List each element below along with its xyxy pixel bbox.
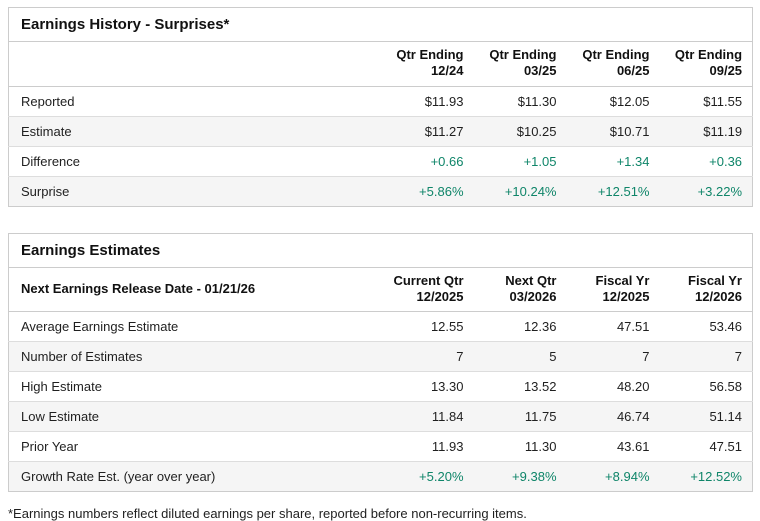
table-gap	[8, 207, 752, 233]
cell-value: $11.93	[424, 93, 464, 109]
table-row: Prior Year 11.93 11.30 43.61 47.51	[8, 431, 753, 462]
cell-value: 12.36	[523, 319, 557, 334]
column-header: Qtr Ending 06/25	[566, 41, 660, 87]
column-header: Qtr Ending 12/24	[380, 41, 474, 87]
column-header: Next Qtr 03/2026	[473, 267, 567, 312]
cell-value: 13.30	[430, 379, 464, 394]
row-label: Growth Rate Est. (year over year)	[21, 469, 216, 484]
cell-value: 13.52	[523, 379, 557, 394]
table-row: Growth Rate Est. (year over year) +5.20%…	[8, 461, 753, 492]
cell-value: +5.86%	[419, 183, 464, 199]
header-spacer	[8, 41, 381, 87]
cell-value: $11.19	[703, 123, 743, 139]
table-row: Estimate $11.27 $10.25 $10.71 $11.19	[8, 116, 753, 146]
table-row: Low Estimate 11.84 11.75 46.74 51.14	[8, 401, 753, 432]
table-title-row: Earnings Estimates	[8, 233, 753, 268]
cell-value: 46.74	[616, 409, 650, 424]
cell-value: 47.51	[616, 319, 650, 334]
column-header-row: Next Earnings Release Date - 01/21/26 Cu…	[8, 267, 753, 312]
cell-value: +9.38%	[512, 469, 557, 484]
cell-value: 11.30	[524, 439, 557, 454]
table-row: Reported $11.93 $11.30 $12.05 $11.55	[8, 86, 753, 116]
cell-value: 5	[549, 349, 557, 364]
row-label: Difference	[21, 153, 81, 169]
cell-value: $11.55	[703, 93, 743, 109]
cell-value: 53.46	[709, 319, 742, 334]
earnings-estimates-table: Earnings Estimates Next Earnings Release…	[8, 232, 753, 492]
row-label: Average Earnings Estimate	[21, 319, 179, 334]
cell-value: 51.14	[709, 409, 742, 424]
table-row: Average Earnings Estimate 12.55 12.36 47…	[8, 311, 753, 342]
row-label: Low Estimate	[21, 409, 100, 424]
table-row: Difference +0.66 +1.05 +1.34 +0.36	[8, 146, 753, 176]
cell-value: $10.71	[609, 123, 650, 139]
cell-value: 47.51	[709, 439, 742, 454]
column-header: Fiscal Yr 12/2025	[566, 267, 660, 312]
column-header: Current Qtr 12/2025	[380, 267, 474, 312]
cell-value: $11.30	[517, 93, 557, 109]
cell-value: $10.25	[516, 123, 557, 139]
row-label: Prior Year	[21, 439, 79, 454]
table-row: Number of Estimates 7 5 7 7	[8, 341, 753, 372]
row-label: Estimate	[21, 123, 72, 139]
cell-value: 48.20	[616, 379, 650, 394]
earnings-history-table: Earnings History - Surprises* Qtr Ending…	[8, 7, 754, 207]
row-label: Number of Estimates	[21, 349, 143, 364]
cell-value: +0.66	[430, 153, 464, 169]
cell-value: $11.27	[424, 123, 464, 139]
cell-value: 7	[456, 349, 464, 364]
cell-value: +3.22%	[697, 183, 743, 199]
cell-value: $12.05	[609, 93, 650, 109]
row-label: Reported	[21, 93, 75, 109]
row-label: Surprise	[21, 183, 70, 199]
cell-value: +1.05	[523, 153, 557, 169]
cell-value: +0.36	[709, 153, 743, 169]
cell-value: 12.55	[430, 319, 464, 334]
footnote: *Earnings numbers reflect diluted earnin…	[8, 506, 527, 521]
cell-value: 56.58	[709, 379, 742, 394]
table-title-row: Earnings History - Surprises*	[8, 7, 753, 42]
cell-value: +12.52%	[690, 469, 742, 484]
next-earnings-release-date: Next Earnings Release Date - 01/21/26	[8, 267, 381, 312]
column-header: Qtr Ending 03/25	[473, 41, 567, 87]
table-title: Earnings History - Surprises*	[8, 7, 753, 42]
table-title: Earnings Estimates	[8, 233, 753, 268]
column-header: Fiscal Yr 12/2026	[659, 267, 753, 312]
row-label: High Estimate	[21, 379, 102, 394]
cell-value: 7	[642, 349, 650, 364]
cell-value: 11.75	[524, 409, 557, 424]
cell-value: 11.93	[431, 439, 464, 454]
cell-value: +10.24%	[504, 183, 557, 199]
cell-value: +8.94%	[605, 469, 650, 484]
cell-value: 7	[734, 349, 742, 364]
cell-value: +12.51%	[597, 183, 650, 199]
column-header: Qtr Ending 09/25	[659, 41, 753, 87]
cell-value: 11.84	[431, 409, 464, 424]
cell-value: 43.61	[616, 439, 650, 454]
column-header-row: Qtr Ending 12/24 Qtr Ending 03/25 Qtr En…	[8, 41, 753, 87]
cell-value: +5.20%	[419, 469, 464, 484]
table-row: High Estimate 13.30 13.52 48.20 56.58	[8, 371, 753, 402]
cell-value: +1.34	[616, 153, 650, 169]
table-row: Surprise +5.86% +10.24% +12.51% +3.22%	[8, 176, 753, 206]
